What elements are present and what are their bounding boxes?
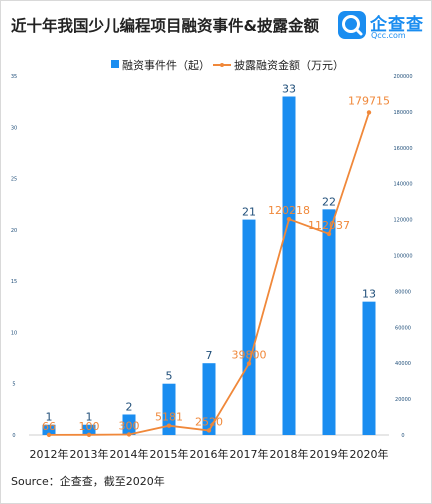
chart-title: 近十年我国少儿编程项目融资事件&披露金额 [11,17,320,35]
line-point [86,432,92,438]
x-tick-label: 2014年 [110,447,149,461]
y-right-tick-label: 160000 [393,146,412,152]
bar [282,96,296,435]
bar [322,209,336,435]
bar-value-label: 7 [206,349,213,362]
line-point [286,217,292,222]
y-left-tick-label: 35 [11,74,17,80]
line-value-label: 120218 [268,204,310,217]
x-tick-label: 2015年 [150,447,189,461]
y-left-tick-label: 0 [12,433,15,439]
line-point [206,428,212,433]
bar-value-label: 5 [166,370,173,383]
x-tick-label: 2019年 [310,447,349,461]
x-tick-label: 2013年 [70,447,109,461]
qcc-logo: 企查查 Qcc.com [338,7,428,43]
logo-subtitle: Qcc.com [371,31,406,40]
x-tick-label: 2017年 [230,447,269,461]
line-value-label: 100 [79,420,100,433]
y-right-tick-label: 60000 [395,325,411,331]
x-tick-label: 2016年 [190,447,229,461]
y-left-tick-label: 5 [12,382,15,388]
y-right-tick-label: 80000 [395,289,411,295]
qcc-logo-icon [338,11,366,39]
line-point [46,432,52,438]
logo-name: 企查查 [370,15,424,35]
y-right-tick-label: 0 [401,433,404,439]
bar [162,383,176,435]
y-right-tick-label: 100000 [393,254,412,260]
bar [122,414,136,435]
bar-value-label: 33 [282,83,296,96]
y-right-tick-label: 200000 [393,74,412,80]
y-left-tick-label: 30 [11,125,17,131]
line-value-label: 66 [42,420,56,433]
y-right-tick-label: 20000 [395,397,411,403]
y-right-tick-label: 120000 [393,218,412,224]
chart-canvas: 0510152025303502000040000600008000010000… [11,74,413,461]
bar [242,219,256,435]
line-value-label: 179715 [348,94,390,107]
line-value-label: 112037 [308,219,350,232]
bar [42,424,56,435]
y-right-tick-label: 40000 [395,361,411,367]
y-left-tick-label: 20 [11,228,17,234]
bar-value-label: 21 [242,206,256,219]
line-point [126,432,132,437]
legend-line-swatch [213,62,231,66]
y-left-tick-label: 25 [11,177,17,183]
bar-value-label: 2 [126,400,133,413]
bar-value-label: 13 [362,288,376,301]
bar [362,301,376,435]
chart-legend: 融资事件件（起） 披露融资金额（万元） [1,57,431,72]
y-right-tick-label: 180000 [393,110,412,116]
line-value-label: 2520 [195,415,223,428]
x-tick-label: 2018年 [270,447,309,461]
legend-bar-label: 融资事件件（起） [122,59,210,72]
line-value-label: 300 [119,419,140,432]
y-right-tick-label: 140000 [393,182,412,188]
line-value-label: 39800 [232,349,267,362]
line-value-label: 5181 [155,411,183,424]
x-tick-label: 2012年 [30,447,69,461]
line-point [246,361,252,366]
y-left-tick-label: 10 [11,330,17,336]
y-left-tick-label: 15 [11,279,17,285]
source-note: Source：企查查，截至2020年 [11,475,165,488]
bar [82,424,96,435]
line-point [366,110,372,115]
bar-value-label: 1 [86,411,93,424]
x-tick-label: 2020年 [350,447,389,461]
bar [202,363,216,435]
bar-value-label: 1 [46,411,53,424]
line-point [326,231,332,237]
line-point [166,423,172,428]
legend-line-label: 披露融资金额（万元） [234,59,344,72]
bar-value-label: 22 [322,195,336,208]
legend-bar-swatch [111,60,119,68]
